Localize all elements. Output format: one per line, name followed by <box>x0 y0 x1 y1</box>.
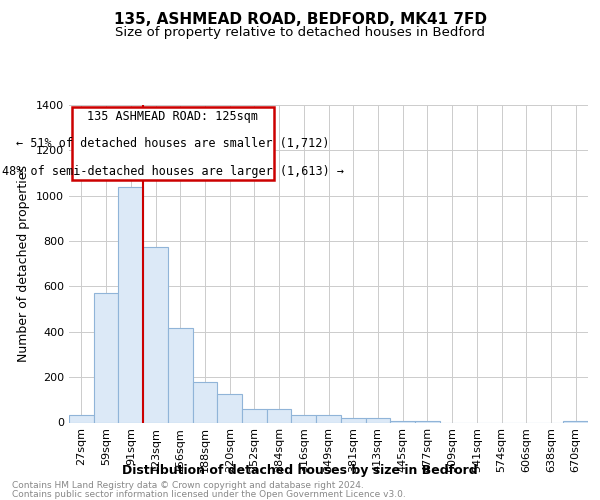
Bar <box>143 246 168 422</box>
Bar <box>316 414 341 422</box>
Bar <box>415 420 440 422</box>
Text: 48% of semi-detached houses are larger (1,613) →: 48% of semi-detached houses are larger (… <box>2 166 344 178</box>
Bar <box>69 414 94 422</box>
Text: 135 ASHMEAD ROAD: 125sqm: 135 ASHMEAD ROAD: 125sqm <box>88 110 259 123</box>
Text: Size of property relative to detached houses in Bedford: Size of property relative to detached ho… <box>115 26 485 39</box>
Bar <box>168 328 193 422</box>
Text: ← 51% of detached houses are smaller (1,712): ← 51% of detached houses are smaller (1,… <box>16 136 329 150</box>
Bar <box>242 409 267 422</box>
Text: Distribution of detached houses by size in Bedford: Distribution of detached houses by size … <box>122 464 478 477</box>
Bar <box>365 418 390 422</box>
Bar <box>563 420 588 422</box>
Bar <box>390 420 415 422</box>
Text: 135, ASHMEAD ROAD, BEDFORD, MK41 7FD: 135, ASHMEAD ROAD, BEDFORD, MK41 7FD <box>113 12 487 28</box>
Bar <box>94 293 118 422</box>
Bar <box>217 394 242 422</box>
Bar <box>267 409 292 422</box>
Text: Contains public sector information licensed under the Open Government Licence v3: Contains public sector information licen… <box>12 490 406 499</box>
Text: Contains HM Land Registry data © Crown copyright and database right 2024.: Contains HM Land Registry data © Crown c… <box>12 481 364 490</box>
Bar <box>193 382 217 422</box>
FancyBboxPatch shape <box>71 106 274 180</box>
Bar <box>341 418 365 422</box>
Y-axis label: Number of detached properties: Number of detached properties <box>17 165 31 362</box>
Bar <box>292 414 316 422</box>
Bar <box>118 186 143 422</box>
